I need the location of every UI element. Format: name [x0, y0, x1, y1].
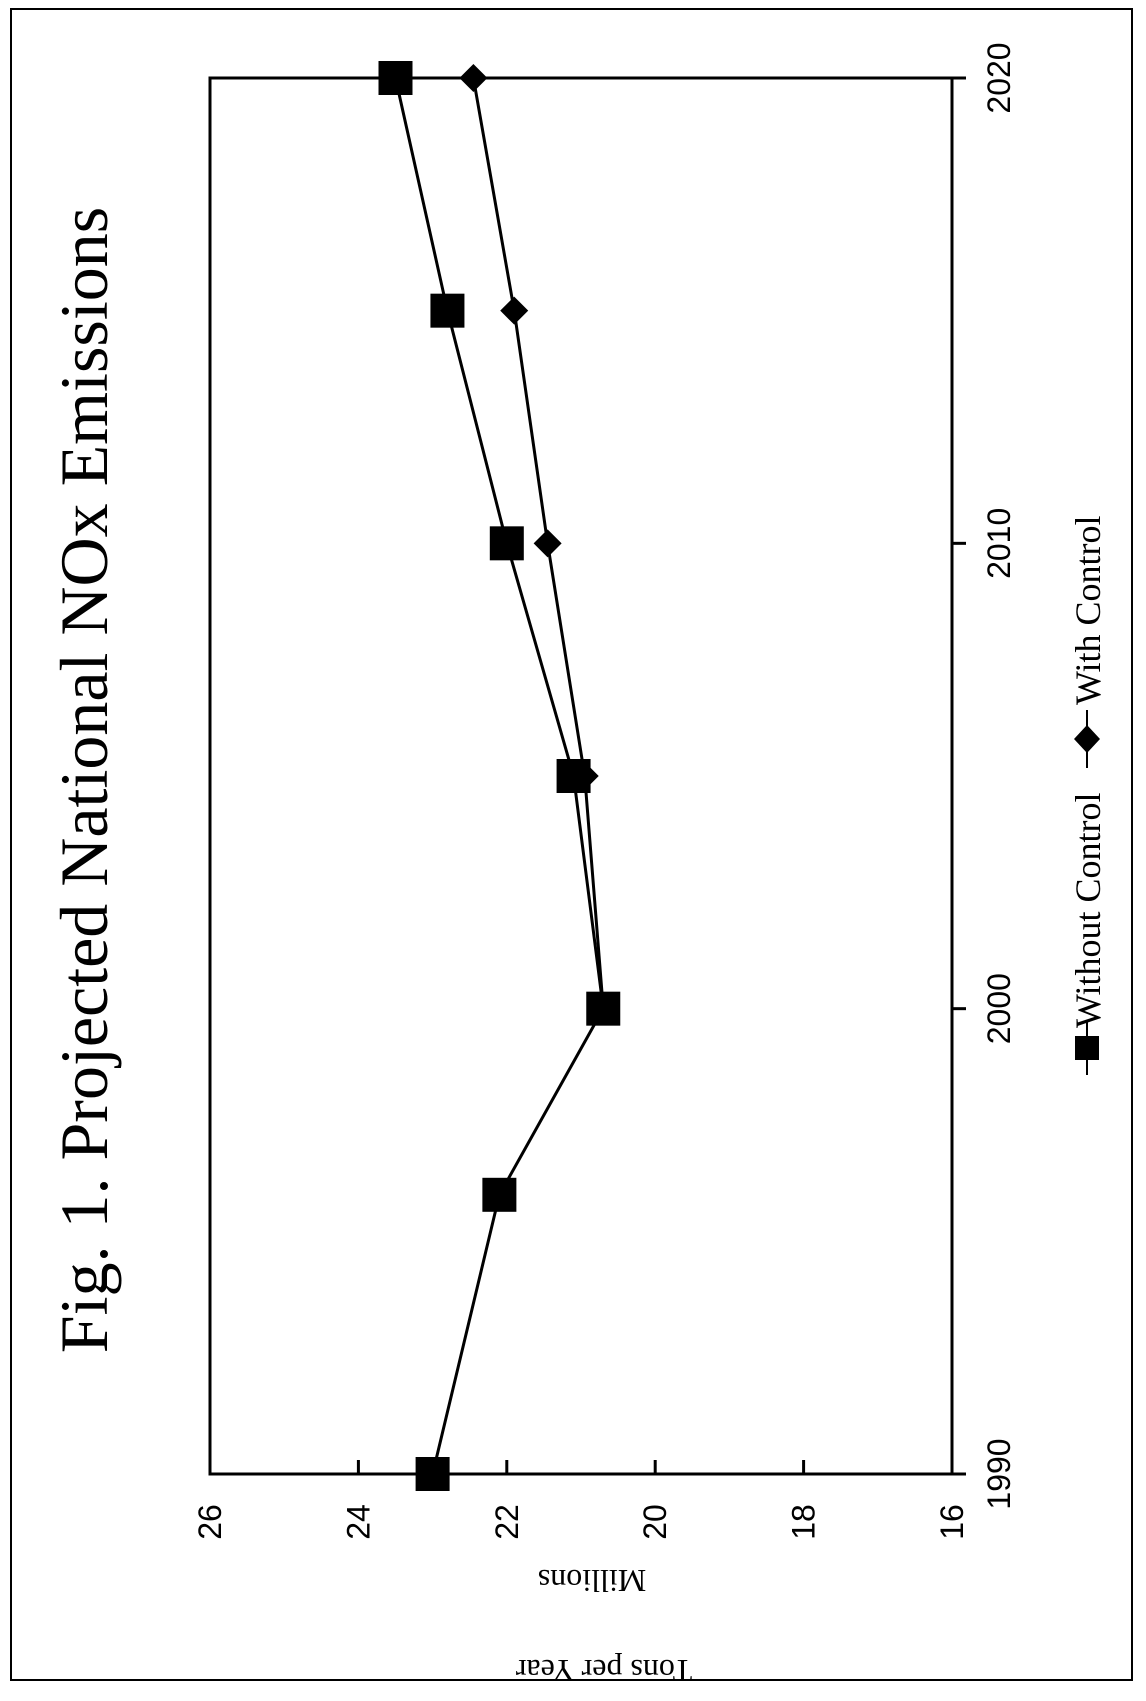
y-axis-units-label: Millions — [538, 1563, 646, 1599]
data-point-without-control — [489, 526, 524, 561]
y-tick-label: 26 — [192, 1504, 228, 1540]
data-point-with-control — [533, 529, 562, 558]
x-tick-label: 2020 — [981, 42, 1017, 113]
x-axis-ticks: 1990 2000 2010 2020 — [952, 42, 1017, 1510]
data-point-with-control — [589, 994, 618, 1023]
y-tick-label: 16 — [934, 1504, 970, 1540]
data-point-without-control — [430, 293, 465, 328]
chart-frame: Fig. 1. Projected National NOx Emissions… — [10, 8, 1133, 1689]
y-tick-label: 20 — [637, 1504, 673, 1540]
legend: Without Control With Control — [1068, 515, 1108, 1075]
data-point-without-control — [415, 1457, 450, 1491]
y-axis-ticks: 26 24 22 20 18 16 — [192, 1460, 970, 1540]
x-tick-label: 2000 — [981, 973, 1017, 1044]
nox-emissions-chart: Fig. 1. Projected National NOx Emissions… — [46, 42, 1108, 1689]
plot-area — [208, 76, 954, 1476]
series-layer — [378, 61, 621, 1491]
y-tick-label: 24 — [340, 1504, 376, 1540]
data-point-with-control — [459, 64, 488, 92]
chart-title: Fig. 1. Projected National NOx Emissions — [46, 207, 122, 1353]
x-tick-label: 1990 — [981, 1438, 1017, 1509]
data-point-with-control — [500, 296, 529, 325]
data-point-with-control — [570, 762, 599, 790]
data-point-without-control — [482, 1177, 517, 1212]
x-tick-label: 2010 — [981, 508, 1017, 579]
data-point-without-control — [378, 61, 413, 95]
y-tick-label: 22 — [489, 1504, 525, 1540]
legend-label-with-control: With Control — [1068, 515, 1108, 705]
y-axis-label: Tons per Year — [515, 1653, 692, 1689]
y-tick-label: 18 — [786, 1504, 822, 1540]
legend-label-without-control: Without Control — [1068, 792, 1108, 1028]
